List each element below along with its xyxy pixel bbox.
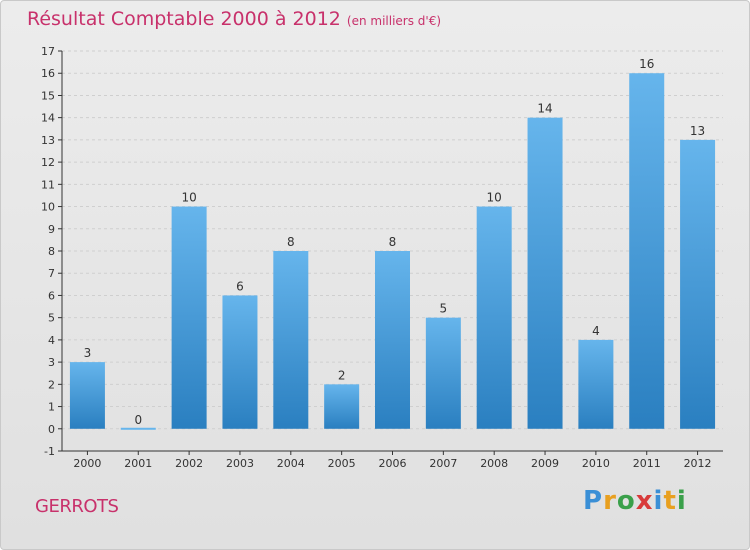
x-tick-label: 2010 [582,457,610,470]
bar [273,251,309,429]
bar [324,384,360,429]
y-tick-label: 10 [41,201,55,214]
bar [375,251,410,429]
y-tick-label: 8 [48,245,55,258]
x-tick-label: 2001 [124,457,152,470]
bar [120,427,156,430]
bar-value-label: 3 [84,346,92,360]
bar [171,206,207,429]
bar-value-label: 6 [236,279,244,293]
x-tick-label: 2007 [429,457,457,470]
x-tick-label: 2008 [480,457,508,470]
place-name: GERROTS [35,496,119,517]
chart-title: Résultat Comptable 2000 à 2012 (en millie… [27,8,441,30]
bar [222,295,258,429]
x-tick-label: 2003 [226,457,254,470]
bar-value-label: 10 [487,191,502,205]
bar [578,339,614,429]
logo-letter: i [676,486,687,516]
bar-value-label: 2 [338,368,346,382]
x-tick-label: 2012 [684,457,712,470]
y-tick-label: 9 [48,223,55,236]
y-tick-label: 7 [48,267,55,280]
x-tick-label: 2006 [379,457,407,470]
proxiti-logo: Proxiti [583,486,687,516]
logo-letter: x [635,486,654,516]
bar [69,362,105,429]
x-tick-label: 2002 [175,457,203,470]
y-tick-label: 2 [48,378,55,391]
bar-value-label: 13 [690,124,705,138]
y-tick-label: 14 [41,112,55,125]
y-tick-label: 6 [48,289,55,302]
bar [425,317,461,429]
y-tick-label: 16 [41,67,55,80]
y-tick-label: 17 [41,45,55,58]
bar [629,73,665,429]
logo-letter: P [583,486,604,516]
y-tick-label: 5 [48,312,55,325]
bar-value-label: 8 [389,235,397,249]
bar [476,206,512,429]
y-tick-label: 11 [41,178,55,191]
logo-letter: t [663,486,677,516]
x-tick-label: 2009 [531,457,559,470]
chart-subtitle: (en milliers d'€) [346,14,442,28]
bar [680,139,716,429]
y-tick-label: -1 [44,445,55,458]
y-tick-label: 15 [41,89,55,102]
bar-value-label: 16 [639,57,654,71]
y-tick-label: 3 [48,356,55,369]
x-tick-label: 2004 [277,457,305,470]
bar-value-label: 4 [592,324,600,338]
y-tick-label: 1 [48,401,55,414]
bar-value-label: 10 [181,191,196,205]
y-tick-label: 4 [48,334,55,347]
chart-title-text: Résultat Comptable 2000 à 2012 [27,8,341,30]
x-tick-label: 2000 [73,457,101,470]
y-tick-label: 12 [41,156,55,169]
bar-value-label: 0 [134,413,142,427]
logo-letter: i [653,486,664,516]
y-tick-label: 13 [41,134,55,147]
logo-letter: r [603,486,617,516]
y-tick-label: 0 [48,423,55,436]
bar [527,117,563,429]
bar-value-label: 5 [440,302,448,316]
bar-value-label: 8 [287,235,295,249]
x-tick-label: 2011 [633,457,661,470]
x-tick-label: 2005 [328,457,356,470]
logo-letter: o [616,486,636,516]
bar-value-label: 14 [537,102,552,116]
